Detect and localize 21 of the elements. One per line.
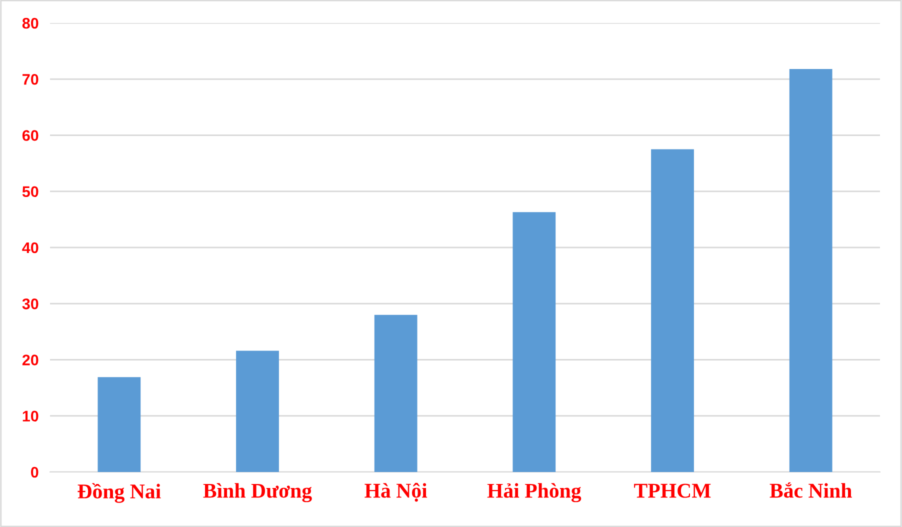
y-tick-label: 30 [22,298,38,310]
bar [236,350,279,472]
bar [789,69,832,472]
y-tick-label: 80 [22,18,38,29]
x-tick-label: Hải Phòng [487,483,582,502]
x-tick-label: Bình Dương [203,483,312,502]
x-tick-label: Hà Nội [364,482,428,502]
bar [374,314,418,472]
y-tick-label: 0 [30,466,38,478]
bar [651,149,694,472]
y-tick-label: 10 [22,410,38,422]
x-tick-label: TPHCM [634,484,711,498]
y-tick-label: 60 [22,130,38,141]
y-tick-label: 70 [22,74,38,85]
y-tick-label: 20 [22,354,38,366]
y-tick-label: 50 [22,186,38,198]
bar [512,212,556,472]
bar [98,377,141,472]
x-tick-label: Bắc Ninh [770,482,852,498]
x-tick-label: Đồng Nai [78,483,161,503]
y-tick-label: 40 [22,242,38,254]
